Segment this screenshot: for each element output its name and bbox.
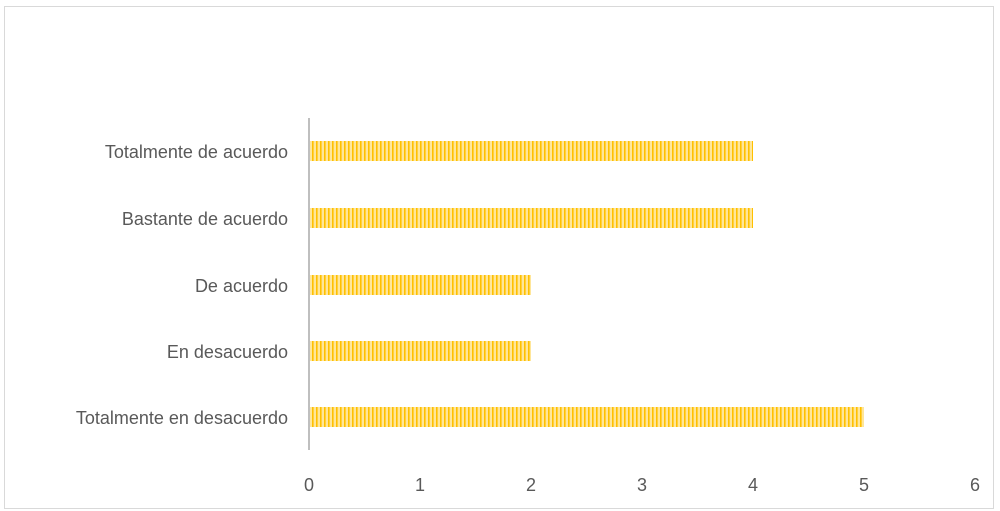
bar [310, 141, 753, 161]
x-tick-labels: 0 1 2 3 4 5 6 [304, 475, 980, 495]
category-label: Bastante de acuerdo [122, 209, 288, 229]
x-tick-label: 5 [859, 475, 869, 495]
category-label: Totalmente en desacuerdo [76, 408, 288, 428]
x-tick-label: 6 [970, 475, 980, 495]
category-label: De acuerdo [195, 276, 288, 296]
x-tick-label: 1 [415, 475, 425, 495]
bars-group [310, 141, 864, 427]
bar [310, 341, 531, 361]
bar [310, 208, 753, 228]
bar [310, 407, 864, 427]
bar [310, 275, 531, 295]
category-label: Totalmente de acuerdo [105, 142, 288, 162]
x-tick-label: 4 [748, 475, 758, 495]
category-label: En desacuerdo [167, 342, 288, 362]
x-tick-label: 2 [526, 475, 536, 495]
category-labels: Totalmente de acuerdo Bastante de acuerdo… [76, 142, 288, 428]
x-tick-label: 3 [637, 475, 647, 495]
x-tick-label: 0 [304, 475, 314, 495]
